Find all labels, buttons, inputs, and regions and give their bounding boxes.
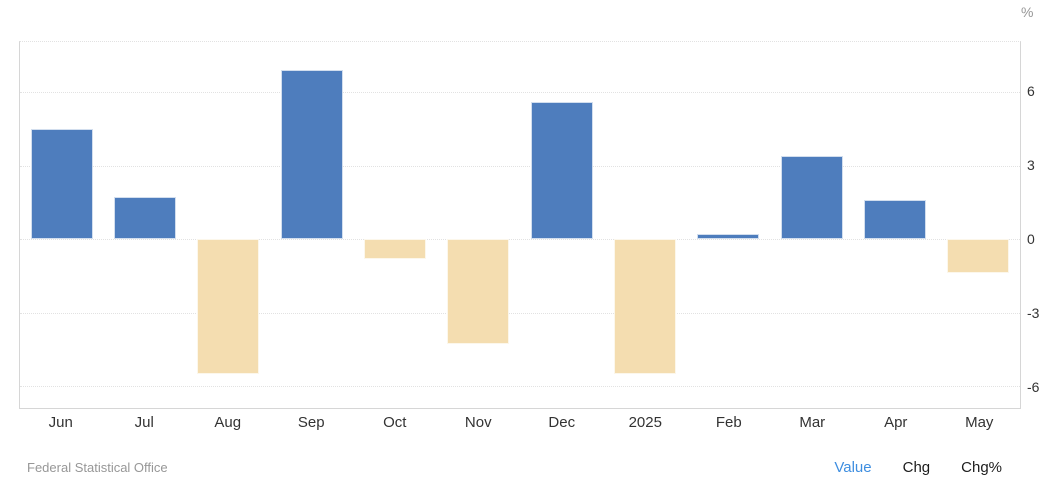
- bar-Mar[interactable]: [780, 155, 843, 240]
- bar-series: [20, 42, 1020, 408]
- footer-links: Value Chg Chg%: [834, 459, 1002, 476]
- x-axis-label-Aug: Aug: [214, 414, 242, 431]
- bar-Sep[interactable]: [280, 70, 343, 240]
- bar-cell-Sep: [270, 42, 353, 408]
- y-axis-label-0: 0: [1027, 231, 1035, 248]
- x-axis-label-Nov: Nov: [464, 414, 492, 431]
- x-axis-label-Jun: Jun: [48, 414, 73, 431]
- bar-Aug[interactable]: [197, 239, 260, 374]
- y-axis-label-6: 6: [1027, 83, 1035, 100]
- y-axis-label--6: -6: [1027, 378, 1040, 395]
- y-axis-unit-label: %: [1021, 4, 1034, 20]
- bar-cell-Apr: [853, 42, 936, 408]
- x-axis: Jun Jul Aug Sep Oct Nov Dec 2025 Feb Mar Apr May: [19, 414, 1021, 431]
- bar-cell-Aug: [187, 42, 270, 408]
- y-axis: 6 3 0 -3 -6: [1027, 41, 1061, 409]
- bar-Jul[interactable]: [113, 197, 176, 240]
- source-label: Federal Statistical Office: [27, 460, 168, 475]
- plot-area: [19, 41, 1021, 409]
- x-axis-label-Dec: Dec: [548, 414, 576, 431]
- bar-cell-Dec: [520, 42, 603, 408]
- gridline--6: [20, 385, 1020, 387]
- bar-Dec[interactable]: [530, 101, 593, 240]
- bar-cell-Oct: [353, 42, 436, 408]
- x-axis-label-Apr: Apr: [884, 414, 908, 431]
- bar-cell-May: [937, 42, 1020, 408]
- x-axis-label-Oct: Oct: [383, 414, 407, 431]
- bar-Nov[interactable]: [447, 239, 510, 345]
- x-axis-label-May: May: [965, 414, 994, 431]
- bar-cell-Nov: [437, 42, 520, 408]
- bar-cell-Mar: [770, 42, 853, 408]
- chgpct-link[interactable]: Chg%: [961, 459, 1002, 476]
- bar-cell-Feb: [687, 42, 770, 408]
- y-axis-label-3: 3: [1027, 157, 1035, 174]
- bar-2025[interactable]: [613, 239, 676, 374]
- y-axis-label--3: -3: [1027, 305, 1040, 321]
- chg-link[interactable]: Chg: [902, 459, 931, 476]
- bar-cell-Jun: [20, 42, 103, 408]
- bar-May[interactable]: [947, 239, 1010, 274]
- value-link[interactable]: Value: [834, 459, 872, 476]
- gridline-6: [20, 92, 1020, 94]
- bar-Feb[interactable]: [697, 234, 760, 240]
- gridline-3: [20, 165, 1020, 167]
- gridline-0: [20, 239, 1020, 241]
- gridline--3: [20, 312, 1020, 314]
- bar-cell-2025: [603, 42, 686, 408]
- bar-Oct[interactable]: [363, 239, 426, 259]
- x-axis-label-Sep: Sep: [297, 414, 325, 431]
- bar-cell-Jul: [103, 42, 186, 408]
- bar-Apr[interactable]: [863, 199, 926, 240]
- bar-Jun[interactable]: [30, 128, 93, 240]
- x-axis-label-2025: 2025: [628, 414, 662, 431]
- x-axis-label-Feb: Feb: [715, 414, 742, 431]
- x-axis-label-Mar: Mar: [799, 414, 826, 431]
- x-axis-label-Jul: Jul: [134, 414, 154, 431]
